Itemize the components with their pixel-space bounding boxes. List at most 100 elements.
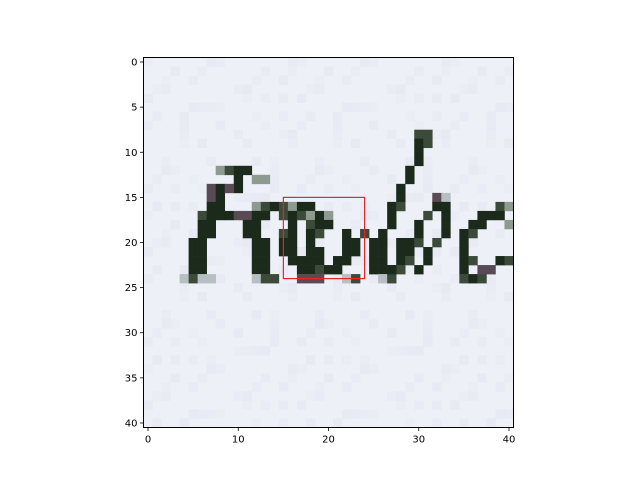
ink-pixel (188, 256, 198, 266)
paper-texture-pixel (188, 355, 198, 365)
ink-pixel (378, 228, 388, 239)
paper-texture-pixel (314, 391, 325, 401)
paper-texture-pixel (278, 418, 289, 428)
paper-texture-pixel (360, 364, 370, 374)
paper-texture-pixel (450, 247, 460, 257)
ink-pixel (477, 265, 487, 275)
paper-texture-pixel (459, 201, 469, 212)
ink-pixel (396, 201, 406, 212)
ink-pixel (305, 201, 316, 212)
paper-texture-pixel (405, 192, 415, 203)
paper-texture-pixel (188, 174, 198, 185)
paper-texture-pixel (152, 391, 162, 401)
ink-pixel (260, 174, 271, 185)
ink-pixel (495, 201, 505, 212)
paper-texture-pixel (396, 400, 406, 410)
paper-texture-pixel (260, 192, 271, 203)
y-tick-label: 35 (125, 373, 138, 384)
ink-pixel (405, 165, 415, 176)
paper-texture-pixel (468, 310, 478, 320)
ink-pixel (369, 265, 379, 275)
paper-texture-pixel (360, 310, 370, 320)
paper-texture-pixel (468, 84, 478, 94)
ink-pixel (369, 256, 379, 266)
paper-texture-pixel (432, 228, 442, 239)
paper-texture-pixel (188, 201, 198, 212)
ink-pixel (206, 183, 216, 194)
paper-texture-pixel (486, 111, 496, 121)
paper-texture-pixel (351, 102, 361, 112)
paper-texture-pixel (459, 84, 469, 94)
ink-pixel (305, 228, 316, 239)
paper-texture-pixel (423, 328, 433, 338)
axis-ticks: 0 10 20 30 40 0 5 10 15 20 25 30 35 40 (125, 58, 516, 446)
paper-texture-pixel (405, 265, 415, 275)
paper-texture-pixel (215, 256, 226, 266)
paper-texture-pixel (215, 319, 226, 329)
y-tick-label: 30 (125, 328, 138, 339)
paper-texture-pixel (197, 337, 207, 347)
ink-pixel (206, 201, 216, 212)
x-tick-label: 40 (503, 435, 516, 446)
ink-pixel (296, 210, 307, 221)
paper-texture-pixel (504, 138, 514, 149)
ink-pixel (504, 201, 514, 212)
ink-pixel (423, 256, 433, 266)
ink-pixel (251, 256, 262, 266)
y-tick-label: 40 (125, 418, 138, 429)
paper-texture-pixel (287, 57, 298, 67)
paper-texture-pixel (423, 337, 433, 347)
paper-texture-pixel (323, 183, 334, 194)
paper-texture-pixel (432, 265, 442, 275)
paper-texture-pixel (233, 391, 244, 401)
ink-pixel (441, 219, 451, 230)
paper-texture-pixel (206, 156, 216, 167)
ink-pixel (369, 247, 379, 257)
ink-pixel (423, 210, 433, 221)
paper-texture-pixel (387, 192, 397, 203)
paper-texture-pixel (369, 319, 379, 329)
y-tick-label: 25 (125, 283, 138, 294)
ink-pixel (269, 274, 280, 284)
paper-texture-pixel (296, 400, 307, 410)
paper-texture-pixel (423, 183, 433, 194)
paper-texture-pixel (369, 210, 379, 221)
ink-pixel (468, 274, 478, 284)
paper-texture-pixel (432, 129, 442, 140)
paper-texture-pixel (495, 382, 505, 392)
paper-texture-pixel (405, 75, 415, 85)
ink-pixel (305, 256, 316, 266)
ink-pixel (351, 247, 361, 257)
ink-pixel (305, 265, 316, 275)
paper-texture-pixel (323, 319, 334, 329)
ink-pixel (206, 274, 216, 284)
ink-pixel (378, 265, 388, 275)
paper-texture-pixel (170, 355, 180, 365)
paper-texture-pixel (387, 84, 397, 94)
paper-texture-pixel (369, 364, 379, 374)
paper-texture-pixel (441, 283, 451, 293)
ink-pixel (242, 228, 253, 239)
paper-texture-pixel (278, 111, 289, 121)
paper-texture-pixel (314, 84, 325, 94)
paper-texture-pixel (405, 156, 415, 167)
paper-texture-pixel (450, 120, 460, 130)
ink-pixel (378, 237, 388, 248)
paper-texture-pixel (351, 66, 361, 76)
paper-texture-pixel (233, 283, 244, 293)
paper-texture-pixel (233, 346, 244, 356)
ink-pixel (459, 228, 469, 239)
paper-texture-pixel (468, 75, 478, 85)
ink-pixel (432, 237, 442, 248)
paper-texture-pixel (242, 346, 253, 356)
paper-texture-pixel (486, 418, 496, 428)
paper-texture-pixel (215, 57, 226, 67)
paper-texture-pixel (269, 183, 280, 194)
ink-pixel (342, 228, 352, 239)
paper-texture-pixel (269, 156, 280, 167)
paper-texture-pixel (477, 165, 487, 176)
paper-texture-pixel (215, 120, 226, 130)
paper-texture-pixel (143, 183, 153, 194)
ink-pixel (287, 237, 298, 248)
ink-pixel (396, 265, 406, 275)
